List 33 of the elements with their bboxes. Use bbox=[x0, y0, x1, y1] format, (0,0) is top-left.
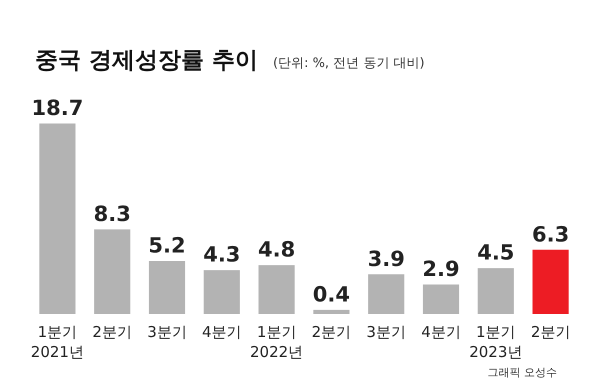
chart-subtitle: (단위: %, 전년 동기 대비) bbox=[273, 56, 425, 71]
data-label: 5.2 bbox=[148, 234, 186, 258]
text: 그래픽 오성수 bbox=[488, 366, 558, 379]
bar bbox=[368, 274, 404, 314]
x-tick-label: 2분기 bbox=[530, 323, 570, 341]
x-tick-label: 1분기 2022년 bbox=[250, 323, 304, 361]
x-tick-label: 2분기 bbox=[92, 323, 132, 341]
data-label: 0.4 bbox=[312, 282, 350, 306]
bar bbox=[422, 284, 460, 314]
bar bbox=[532, 250, 569, 314]
chart-title: 중국 경제성장률 추이 bbox=[35, 48, 258, 74]
bar bbox=[258, 265, 295, 314]
bar bbox=[39, 123, 76, 314]
x-tick-label: 3분기 bbox=[147, 323, 187, 341]
bar bbox=[94, 229, 130, 314]
x-tick-label: 1분기 2021년 bbox=[30, 323, 84, 361]
data-label: 4.5 bbox=[477, 240, 514, 265]
bar bbox=[313, 310, 350, 314]
data-label: 18.7 bbox=[31, 96, 84, 120]
data-label: 4.8 bbox=[258, 238, 296, 262]
bar bbox=[478, 268, 514, 314]
bar bbox=[148, 261, 186, 314]
x-tick-label: 1분기 2023년 bbox=[469, 323, 522, 361]
data-label: 2.9 bbox=[422, 256, 460, 281]
bar bbox=[204, 270, 240, 314]
data-label: 8.3 bbox=[94, 202, 131, 226]
x-tick-label: 4분기 bbox=[202, 323, 242, 341]
data-label: 3.9 bbox=[368, 246, 405, 271]
x-tick-label: 3분기 bbox=[366, 323, 406, 341]
data-label: 6.3 bbox=[532, 222, 570, 246]
x-tick-label: 2분기 bbox=[312, 323, 352, 341]
x-tick-label: 4분기 bbox=[421, 323, 461, 341]
data-label: 4.3 bbox=[203, 242, 240, 267]
